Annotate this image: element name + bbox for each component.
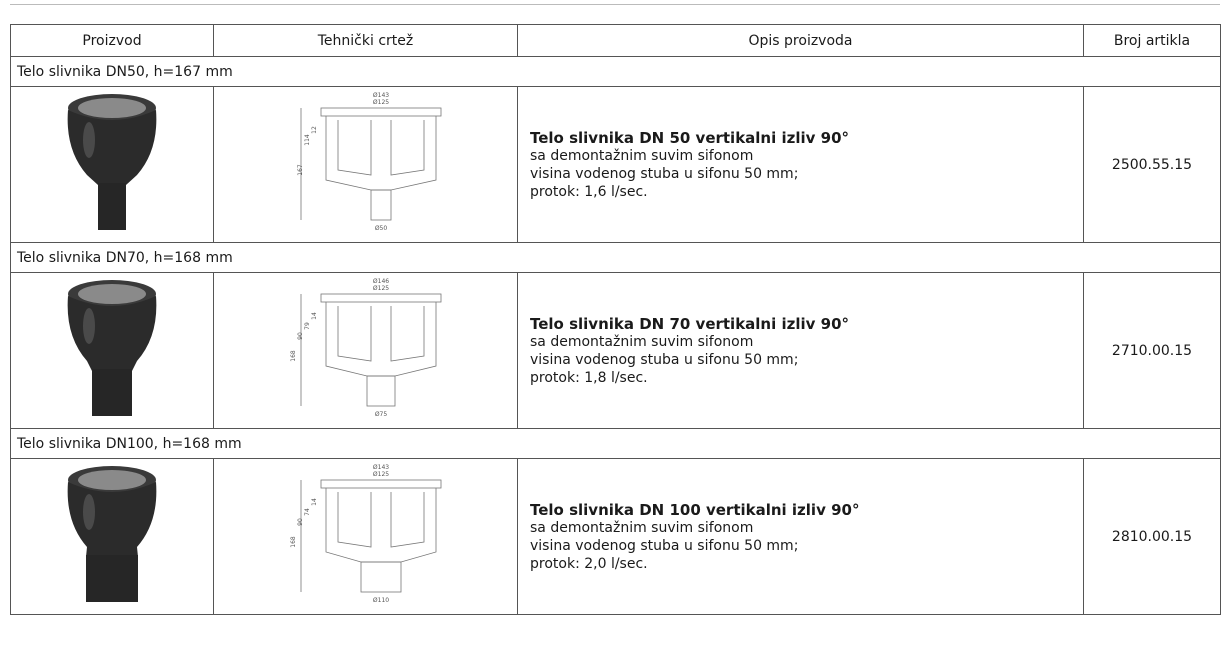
- header-cell: Broj artikla: [1083, 24, 1221, 57]
- photo-body: [67, 110, 157, 185]
- dimension-label: Ø143: [372, 92, 388, 99]
- dimension-label: 90: [297, 518, 304, 526]
- header-cell: Tehnički crtež: [213, 24, 518, 57]
- dimension-label: Ø143: [372, 464, 388, 471]
- photo-shine: [83, 308, 95, 344]
- table-wrapper: Proizvod Tehnički crtež Opis proizvoda B…: [10, 24, 1221, 615]
- photo-body: [67, 296, 157, 371]
- cut-off-header: [10, 0, 1220, 5]
- product-image-cell: [10, 86, 214, 243]
- product-photo: [67, 466, 157, 602]
- description-line: visina vodenog stuba u sifonu 50 mm;: [530, 351, 799, 368]
- drawing-top: [320, 107, 441, 117]
- section-title: Telo slivnika DN100, h=168 mm: [10, 428, 1221, 459]
- product-image-cell: [10, 458, 214, 615]
- drawing-top: [320, 479, 441, 489]
- dimension-label: Ø110: [372, 597, 388, 604]
- section-row: Telo slivnika DN70, h=168 mm: [10, 242, 1221, 273]
- article-number: 2810.00.15: [1083, 458, 1221, 615]
- dimension-label: 114: [304, 134, 311, 146]
- photo-body: [67, 482, 157, 557]
- product-image-cell: [10, 272, 214, 429]
- drawing-siphon: [337, 120, 424, 176]
- drawing-outlet: [366, 375, 395, 407]
- dimension-label: Ø75: [374, 411, 387, 418]
- description-title: Telo slivnika DN 100 vertikalni izliv 90…: [530, 500, 860, 519]
- product-row: Ø146 Ø125 14 79 90 168 Ø75 Telo slivnika DN 70 …: [10, 272, 1221, 429]
- dimension-label: 14: [311, 312, 318, 320]
- description-line: sa demontažnim suvim sifonom: [530, 333, 754, 350]
- dimension-label: 79: [304, 322, 311, 330]
- article-number: 2500.55.15: [1083, 86, 1221, 243]
- photo-grate: [78, 470, 146, 490]
- description-cell: Telo slivnika DN 50 vertikalni izliv 90°…: [517, 86, 1084, 243]
- dimension-label: 12: [311, 126, 318, 134]
- dimension-label: Ø125: [372, 471, 388, 478]
- header-row: Proizvod Tehnički crtež Opis proizvoda B…: [10, 24, 1221, 57]
- description-title: Telo slivnika DN 70 vertikalni izliv 90°: [530, 314, 850, 333]
- description-line: visina vodenog stuba u sifonu 50 mm;: [530, 165, 799, 182]
- description-line: sa demontažnim suvim sifonom: [530, 519, 754, 536]
- section-row: Telo slivnika DN50, h=167 mm: [10, 56, 1221, 87]
- description-title: Telo slivnika DN 50 vertikalni izliv 90°: [530, 128, 850, 147]
- drawing-body: [325, 488, 436, 563]
- drawing-cell: Ø143 Ø125 12 114 167 Ø50: [213, 86, 518, 243]
- drawing-siphon: [337, 306, 424, 362]
- dimension-label: Ø125: [372, 99, 388, 106]
- drawing-outlet: [370, 189, 391, 221]
- description-cell: Telo slivnika DN 70 vertikalni izliv 90°…: [517, 272, 1084, 429]
- photo-shine: [83, 122, 95, 158]
- photo-grate: [78, 284, 146, 304]
- product-table: Proizvod Tehnički crtež Opis proizvoda B…: [10, 24, 1221, 615]
- product-photo: [67, 94, 157, 230]
- description-line: protok: 1,8 l/sec.: [530, 369, 648, 386]
- dimension-label: Ø146: [372, 278, 388, 285]
- photo-shine: [83, 494, 95, 530]
- description-line: sa demontažnim suvim sifonom: [530, 147, 754, 164]
- description-cell: Telo slivnika DN 100 vertikalni izliv 90…: [517, 458, 1084, 615]
- description-line: protok: 2,0 l/sec.: [530, 555, 648, 572]
- dimension-label: 90: [297, 332, 304, 340]
- header-cell: Opis proizvoda: [517, 24, 1084, 57]
- photo-grate: [78, 98, 146, 118]
- dimension-label: Ø50: [374, 225, 387, 232]
- drawing-outlet: [360, 561, 401, 593]
- header-cell: Proizvod: [10, 24, 214, 57]
- product-photo: [67, 280, 157, 416]
- section-title: Telo slivnika DN50, h=167 mm: [10, 56, 1221, 87]
- section-row: Telo slivnika DN100, h=168 mm: [10, 428, 1221, 459]
- drawing-body: [325, 302, 436, 377]
- dimension-label: 168: [290, 536, 297, 548]
- dimension-label: 167: [297, 164, 304, 176]
- dimension-label: Ø125: [372, 285, 388, 292]
- description-line: visina vodenog stuba u sifonu 50 mm;: [530, 537, 799, 554]
- table-body: Telo slivnika DN50, h=167 mm Ø143 Ø125 12 11…: [10, 56, 1221, 615]
- drawing-cell: Ø146 Ø125 14 79 90 168 Ø75: [213, 272, 518, 429]
- drawing-cell: Ø143 Ø125 14 74 90 168 Ø110: [213, 458, 518, 615]
- article-number: 2710.00.15: [1083, 272, 1221, 429]
- drawing-body: [325, 116, 436, 191]
- photo-outlet: [86, 555, 138, 602]
- product-row: Ø143 Ø125 12 114 167 Ø50 Telo slivnika DN 50 v…: [10, 86, 1221, 243]
- dimension-label: 14: [311, 498, 318, 506]
- dimension-label: 168: [290, 350, 297, 362]
- drawing-top: [320, 293, 441, 303]
- product-row: Ø143 Ø125 14 74 90 168 Ø110 Telo slivnika DN 10…: [10, 458, 1221, 615]
- photo-outlet: [92, 369, 132, 416]
- section-title: Telo slivnika DN70, h=168 mm: [10, 242, 1221, 273]
- description-line: protok: 1,6 l/sec.: [530, 183, 648, 200]
- drawing-siphon: [337, 492, 424, 548]
- dimension-label: 74: [304, 508, 311, 516]
- photo-outlet: [98, 183, 126, 230]
